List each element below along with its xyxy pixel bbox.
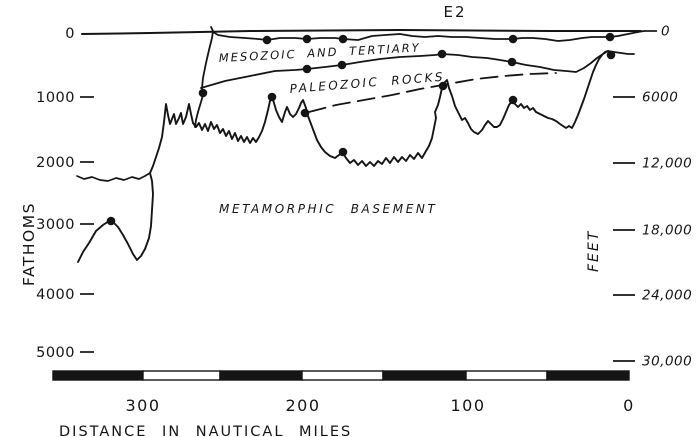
feet-tick-label: 6000 — [642, 90, 678, 106]
station-dot — [302, 34, 312, 44]
abyssal-seafloor-line — [76, 172, 151, 182]
scalebar-segment — [465, 370, 548, 381]
feet-tick-label: 24,000 — [642, 288, 692, 304]
scalebar-segment — [301, 370, 384, 381]
station-dot — [606, 50, 616, 60]
station-dot — [605, 32, 615, 42]
scalebar-segment — [142, 370, 221, 381]
station-dot — [267, 92, 277, 102]
label-paleozoic-rocks: PALEOZOIC ROCKS — [289, 70, 445, 96]
scalebar-tick-label: 100 — [450, 396, 485, 415]
axis-title-fathoms: FATHOMS — [20, 202, 38, 286]
station-dot — [300, 108, 310, 118]
fathoms-tick-label: 1000 — [36, 90, 75, 106]
label-mesozoic-tertiary: MESOZOIC AND TERTIARY — [218, 40, 421, 65]
scalebar-segment — [52, 370, 144, 381]
station-dot — [338, 34, 348, 44]
station-dot — [508, 34, 518, 44]
scalebar-tick-label: 0 — [623, 396, 635, 415]
scalebar-tick-label: 300 — [125, 396, 160, 415]
basement-left-ridge — [77, 172, 154, 263]
station-dot — [338, 147, 348, 157]
basement-main-profile — [149, 50, 609, 174]
station-dot — [337, 60, 347, 70]
feet-tick-label: 0 — [661, 24, 670, 40]
feet-tick-label: 18,000 — [642, 223, 692, 239]
label-metamorphic-basement: METAMORPHIC BASEMENT — [219, 202, 437, 216]
station-dot — [437, 49, 447, 59]
fathoms-tick-label: 2000 — [36, 155, 75, 171]
axis-title-feet: FEET — [586, 230, 602, 272]
fathoms-tick-label: 3000 — [36, 217, 75, 233]
station-dot — [198, 88, 208, 98]
fathoms-tick-label: 5000 — [36, 345, 75, 361]
station-dot — [106, 216, 116, 226]
station-dot — [438, 81, 448, 91]
scalebar-segment — [382, 370, 467, 381]
scalebar-caption: DISTANCE IN NAUTICAL MILES — [59, 424, 352, 437]
station-dot — [302, 64, 312, 74]
sediment-wedge-left-edge — [194, 26, 214, 128]
profile-title: E2 — [443, 3, 466, 21]
scalebar-segment — [219, 370, 303, 381]
paleozoic-base-dashed-line — [308, 72, 557, 113]
scalebar-tick-label: 200 — [285, 396, 320, 415]
station-dot — [507, 57, 517, 67]
feet-tick-label: 12,000 — [642, 156, 692, 172]
fathoms-tick-label: 4000 — [36, 287, 75, 303]
station-dot — [262, 35, 272, 45]
station-dot — [508, 95, 518, 105]
fathoms-tick-label: 0 — [65, 26, 75, 42]
shelf-seafloor-line — [212, 30, 645, 42]
sea-level-line — [81, 29, 642, 35]
scalebar-segment — [546, 370, 630, 381]
feet-tick-label: 30,000 — [642, 354, 692, 370]
